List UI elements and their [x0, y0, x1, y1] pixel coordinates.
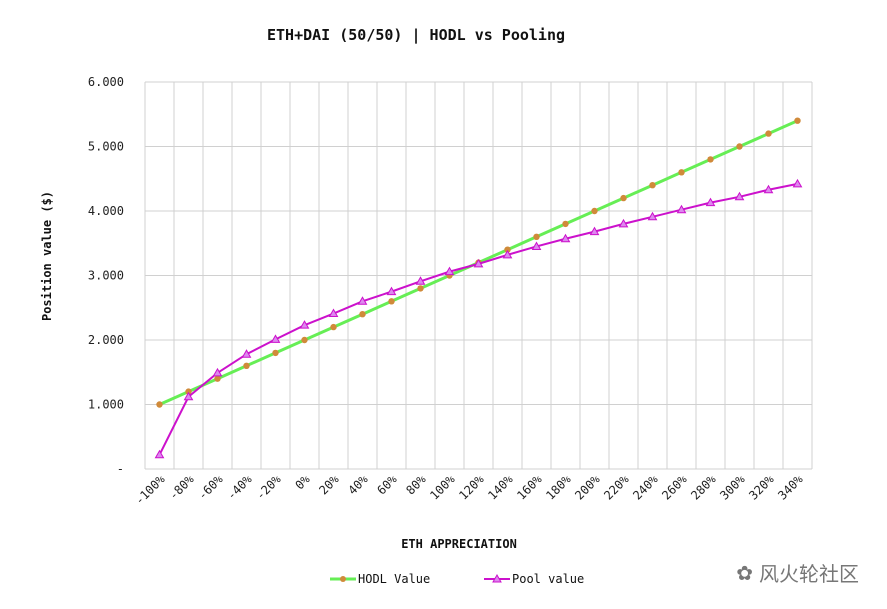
x-axis-label: ETH APPRECIATION	[401, 537, 517, 551]
hodl-point	[794, 117, 801, 124]
legend-marker	[492, 573, 502, 583]
hodl-point	[359, 311, 366, 318]
x-tick-label: 20%	[316, 472, 342, 498]
x-tick-label: 60%	[374, 472, 400, 498]
pool-point	[647, 211, 658, 221]
pool-point	[357, 296, 368, 305]
pool-point	[705, 197, 716, 207]
pool-point	[183, 391, 194, 401]
x-tick-label: -80%	[166, 472, 197, 503]
pool-point	[386, 286, 397, 296]
hodl-point	[765, 130, 772, 137]
chart-title: ETH+DAI (50/50) | HODL vs Pooling	[267, 26, 565, 45]
hodl-point	[243, 362, 250, 369]
x-tick-label: -60%	[195, 472, 226, 503]
x-tick-label: -100%	[132, 472, 168, 508]
pool-point	[792, 178, 803, 188]
pool-point	[531, 241, 542, 250]
pool-point	[676, 204, 687, 214]
hodl-point	[533, 233, 540, 240]
x-tick-label: 340%	[775, 472, 806, 503]
hodl-point	[736, 143, 743, 150]
pool-point	[241, 349, 252, 358]
x-tick-label: 320%	[746, 472, 777, 503]
hodl-point	[330, 323, 337, 331]
hodl-point	[185, 388, 192, 395]
pool-point	[618, 218, 629, 228]
x-tick-label: 240%	[630, 472, 661, 503]
y-tick-label: 3.000	[88, 269, 124, 283]
pool-point	[328, 308, 339, 318]
x-tick-label: 120%	[456, 472, 487, 503]
x-tick-label: 40%	[345, 472, 371, 498]
pool-point	[415, 276, 426, 285]
pool-point	[473, 258, 484, 268]
legend-marker	[340, 576, 346, 582]
pool-point	[589, 226, 600, 236]
legend-label: Pool value	[512, 572, 584, 586]
hodl-point	[591, 207, 598, 215]
x-tick-label: 280%	[688, 472, 719, 503]
series-line-pool	[158, 182, 798, 456]
hodl-point	[301, 336, 308, 344]
pool-point	[154, 449, 165, 459]
pool-point	[560, 233, 571, 243]
x-tick-label: 100%	[427, 472, 458, 503]
hodl-point	[649, 182, 656, 189]
pool-point	[444, 266, 455, 276]
watermark: ✿ 风火轮社区	[736, 558, 859, 587]
hodl-point	[562, 220, 569, 228]
y-tick-label: -	[117, 462, 124, 476]
x-tick-label: -20%	[253, 472, 284, 503]
x-tick-label: 80%	[403, 472, 429, 498]
pool-point	[734, 191, 745, 201]
hodl-point	[156, 401, 163, 408]
hodl-point	[620, 194, 627, 202]
hodl-point	[707, 156, 714, 163]
x-tick-label: 140%	[485, 472, 516, 503]
x-tick-label: 300%	[717, 472, 748, 503]
hodl-point	[678, 169, 685, 176]
wechat-icon: ✿	[736, 560, 753, 585]
hodl-point	[504, 246, 511, 253]
x-tick-label: 220%	[601, 472, 632, 503]
hodl-point	[214, 375, 221, 382]
watermark-text: 风火轮社区	[759, 562, 859, 586]
pool-point	[270, 334, 281, 343]
hodl-point	[417, 285, 424, 292]
x-tick-label: 0%	[293, 472, 314, 493]
x-tick-label: 160%	[514, 472, 545, 503]
x-tick-label: 180%	[543, 472, 574, 503]
x-tick-label: 200%	[572, 472, 603, 503]
x-tick-label: -40%	[224, 472, 255, 503]
x-tick-label: 260%	[659, 472, 690, 503]
pool-point	[502, 249, 513, 259]
pool-point	[763, 184, 774, 194]
hodl-point	[272, 349, 279, 357]
pool-point	[212, 367, 223, 377]
y-tick-label: 1.000	[88, 398, 124, 412]
y-tick-label: 5.000	[88, 140, 124, 154]
y-tick-label: 6.000	[88, 75, 124, 89]
legend-label: HODL Value	[358, 572, 430, 586]
y-tick-label: 2.000	[88, 333, 124, 347]
y-axis-label: Position value ($)	[40, 191, 54, 321]
hodl-point	[388, 298, 395, 305]
pool-point	[299, 320, 310, 329]
y-tick-label: 4.000	[88, 204, 124, 218]
